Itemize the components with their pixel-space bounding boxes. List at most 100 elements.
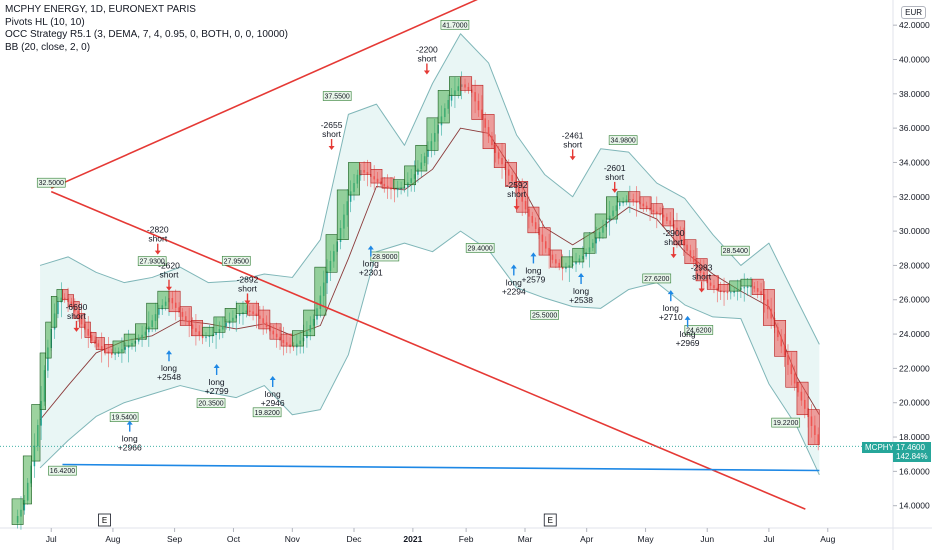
pivot-label-box xyxy=(36,177,66,188)
trade-label-12: -2592 xyxy=(506,180,528,190)
trade-sublabel-4: short xyxy=(160,270,180,280)
short-arrowhead-20 xyxy=(698,288,705,293)
price-tick-label-7: 28.0000 xyxy=(899,260,930,270)
trade-sublabel-20: short xyxy=(692,271,712,281)
occ-ribbon-down xyxy=(774,320,787,357)
trade-label-13: long xyxy=(525,265,541,275)
short-arrowhead-15 xyxy=(569,156,576,161)
pivot-label-text: 34.9800 xyxy=(610,138,635,145)
long-arrowhead-14 xyxy=(510,264,517,269)
trade-label-4: -2620 xyxy=(158,261,180,271)
pivot-label-16: 28.5400 xyxy=(720,245,750,256)
pivot-label-text: 19.8200 xyxy=(254,410,279,417)
occ-ribbon-down xyxy=(73,301,80,319)
occ-ribbon-down xyxy=(280,333,293,347)
occ-ribbon-down xyxy=(493,143,506,168)
occ-ribbon-down xyxy=(673,220,686,246)
occ-ribbon-down xyxy=(247,302,259,316)
long-arrowhead-13 xyxy=(530,252,537,257)
trade-label-20: -2983 xyxy=(691,262,713,272)
occ-ribbon-down xyxy=(67,294,74,307)
ticker-tag: MCPHY xyxy=(862,442,897,453)
occ-ribbon-up xyxy=(426,117,439,151)
occ-ribbon-down xyxy=(191,320,203,337)
pivot-label-box xyxy=(252,407,282,418)
trade-label-11: -2200 xyxy=(416,44,438,54)
trade-sublabel-9: short xyxy=(322,129,342,139)
pivot-label-box xyxy=(221,255,251,266)
occ-ribbon-up xyxy=(348,162,360,196)
currency-label[interactable]: EUR xyxy=(901,6,926,19)
long-arrowhead-2 xyxy=(126,420,133,425)
trade-sublabel-5: +2548 xyxy=(157,372,181,382)
earnings-marker-2 xyxy=(543,513,557,527)
price-tick-label-13: 40.0000 xyxy=(899,54,930,64)
long-arrowhead-8 xyxy=(269,375,276,380)
occ-ribbon-up xyxy=(157,290,170,309)
pivot-label-10: 41.7000 xyxy=(440,20,470,30)
legend-pivots: Pivots HL (10, 10) xyxy=(5,16,85,28)
occ-ribbon-up xyxy=(314,266,327,316)
trade-label-7: -2892 xyxy=(237,274,259,284)
pivot-label-text: 24.6200 xyxy=(686,327,711,334)
occ-ribbon-up xyxy=(45,321,52,359)
trade-label-17: long xyxy=(573,286,589,296)
occ-ribbon-up xyxy=(729,280,742,292)
pivot-label-text: 25.5000 xyxy=(532,312,557,319)
occ-ribbon-up xyxy=(224,308,237,323)
occ-ribbon-down xyxy=(639,196,652,210)
short-arrowhead-12 xyxy=(513,206,520,211)
occ-ribbon-up xyxy=(336,189,349,240)
bb-upper-line xyxy=(39,33,820,345)
occ-ribbon-down xyxy=(785,350,798,388)
occ-ribbon-down xyxy=(370,169,383,184)
pivot-label-text: 28.5400 xyxy=(723,248,748,255)
long-arrowhead-6 xyxy=(213,363,220,368)
occ-ribbon-up xyxy=(415,144,428,172)
price-tick-label-11: 36.0000 xyxy=(899,123,930,133)
pivot-label-1: 32.5000 xyxy=(36,177,66,188)
occ-ribbon-down xyxy=(482,114,495,150)
occ-ribbon-down xyxy=(104,344,114,354)
trade-label-3: -2820 xyxy=(147,225,169,235)
trade-sublabel-3: short xyxy=(148,234,168,244)
time-tick-label-7: Feb xyxy=(459,534,474,544)
trend-line-3 xyxy=(62,463,820,472)
occ-ribbon-up xyxy=(303,309,316,337)
occ-ribbon-down xyxy=(460,76,473,91)
trade-label-16: -2601 xyxy=(604,163,626,173)
trade-sublabel-21: +2969 xyxy=(676,338,700,348)
occ-ribbon-down xyxy=(662,208,674,227)
trade-sublabel-6: +2799 xyxy=(205,386,229,396)
time-tick-label-5: Dec xyxy=(346,534,362,544)
time-tick-label-13: Aug xyxy=(820,534,835,544)
pivot-label-text: 28.9000 xyxy=(372,254,397,261)
pivot-label-box xyxy=(322,91,352,101)
trade-sublabel-13: +2579 xyxy=(521,274,545,284)
long-arrowhead-17 xyxy=(578,273,585,278)
trade-sublabel-8: +2946 xyxy=(261,398,285,408)
pivot-label-14: 27.6200 xyxy=(642,273,672,284)
short-arrowhead-9 xyxy=(328,145,335,150)
occ-ribbon-down xyxy=(269,323,282,340)
pivot-label-box xyxy=(137,256,167,266)
short-arrowhead-16 xyxy=(611,188,618,193)
occ-ribbon-up xyxy=(594,213,607,239)
occ-ribbon-up xyxy=(572,247,585,263)
trade-label-15: -2461 xyxy=(562,130,584,140)
occ-ribbon-down xyxy=(751,278,764,295)
pivot-label-text: 41.7000 xyxy=(442,22,467,29)
occ-ribbon-up xyxy=(392,179,405,189)
occ-ribbon-down xyxy=(471,84,484,120)
trade-label-8: long xyxy=(265,389,281,399)
occ-ribbon-up xyxy=(437,90,450,124)
time-tick-label-11: Jun xyxy=(700,534,714,544)
price-tick-label-1: 16.0000 xyxy=(899,466,930,476)
pivot-label-13: 34.9800 xyxy=(608,135,638,145)
pivot-label-text: 37.5500 xyxy=(325,94,350,101)
pivot-label-text: 19.5400 xyxy=(111,415,136,422)
occ-ribbon-down xyxy=(78,313,86,328)
price-tick-label-12: 38.0000 xyxy=(899,89,930,99)
